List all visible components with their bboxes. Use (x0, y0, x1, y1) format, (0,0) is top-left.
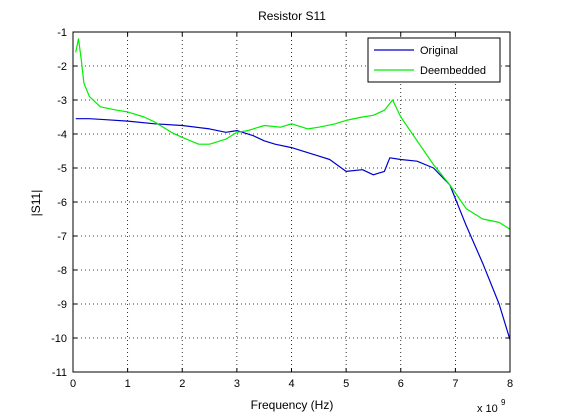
axis-ticks: 0 1 2 3 4 5 6 7 8 -11 -10 -9 -8 -7 -6 -5 -4 -3 -2 -1 (51, 27, 513, 390)
x-axis-label: Frequency (Hz) (251, 398, 334, 412)
x-tick-label: 8 (507, 378, 513, 390)
y-tick-label: -8 (57, 265, 67, 277)
x-multiplier-exponent: 9 (501, 398, 506, 407)
x-multiplier-label: x 10 (477, 403, 498, 415)
y-tick-label: -5 (57, 163, 67, 175)
series-line-deembedded (75, 38, 511, 230)
y-tick-label: -1 (57, 27, 67, 39)
y-axis-label: |S11| (29, 190, 43, 217)
data-series (75, 38, 511, 340)
y-tick-label: -2 (57, 61, 67, 73)
legend-label-deembedded: Deembedded (420, 65, 486, 77)
x-tick-label: 6 (398, 378, 404, 390)
y-tick-label: -11 (52, 367, 67, 379)
x-tick-label: 3 (234, 378, 240, 390)
legend-box (367, 37, 501, 83)
legend: Original Deembedded (367, 37, 501, 83)
chart-title: Resistor S11 (258, 9, 326, 23)
x-tick-label: 5 (343, 378, 349, 390)
legend-label-original: Original (420, 45, 458, 57)
x-tick-label: 2 (179, 378, 185, 390)
y-tick-label: -10 (51, 333, 67, 345)
y-tick-label: -4 (57, 129, 67, 141)
y-tick-label: -7 (57, 231, 67, 243)
x-tick-label: 4 (288, 378, 294, 390)
y-tick-label: -3 (57, 95, 67, 107)
y-tick-label: -9 (57, 299, 67, 311)
y-tick-label: -6 (57, 197, 67, 209)
x-tick-label: 7 (452, 378, 458, 390)
x-tick-label: 1 (125, 378, 131, 390)
x-tick-label: 0 (70, 378, 76, 390)
series-line-original (75, 118, 511, 340)
